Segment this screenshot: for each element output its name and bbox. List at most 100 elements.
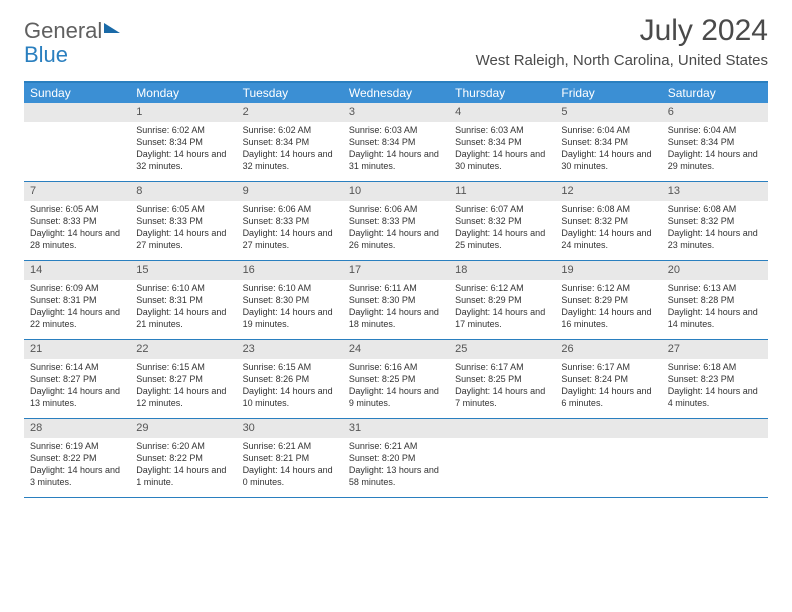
sunrise-line: Sunrise: 6:04 AM	[668, 124, 762, 136]
sunset-line: Sunset: 8:33 PM	[136, 215, 230, 227]
sunrise-line: Sunrise: 6:21 AM	[349, 440, 443, 452]
logo-triangle-icon	[104, 23, 120, 33]
day-number	[662, 419, 768, 438]
sunrise-line: Sunrise: 6:21 AM	[243, 440, 337, 452]
day-number: 7	[24, 182, 130, 201]
day-cell	[555, 419, 661, 497]
week-row: 1Sunrise: 6:02 AMSunset: 8:34 PMDaylight…	[24, 103, 768, 182]
daylight-line: Daylight: 14 hours and 21 minutes.	[136, 306, 230, 330]
day-body: Sunrise: 6:03 AMSunset: 8:34 PMDaylight:…	[343, 122, 449, 177]
sunset-line: Sunset: 8:33 PM	[243, 215, 337, 227]
daylight-line: Daylight: 14 hours and 24 minutes.	[561, 227, 655, 251]
day-body: Sunrise: 6:09 AMSunset: 8:31 PMDaylight:…	[24, 280, 130, 335]
sunrise-line: Sunrise: 6:16 AM	[349, 361, 443, 373]
day-cell: 25Sunrise: 6:17 AMSunset: 8:25 PMDayligh…	[449, 340, 555, 418]
sunrise-line: Sunrise: 6:05 AM	[30, 203, 124, 215]
sunset-line: Sunset: 8:23 PM	[668, 373, 762, 385]
sunrise-line: Sunrise: 6:08 AM	[561, 203, 655, 215]
day-number: 3	[343, 103, 449, 122]
sunrise-line: Sunrise: 6:10 AM	[136, 282, 230, 294]
sunset-line: Sunset: 8:25 PM	[349, 373, 443, 385]
day-number: 2	[237, 103, 343, 122]
day-number: 22	[130, 340, 236, 359]
day-body: Sunrise: 6:13 AMSunset: 8:28 PMDaylight:…	[662, 280, 768, 335]
day-cell	[449, 419, 555, 497]
day-cell: 24Sunrise: 6:16 AMSunset: 8:25 PMDayligh…	[343, 340, 449, 418]
day-number: 20	[662, 261, 768, 280]
sunrise-line: Sunrise: 6:02 AM	[136, 124, 230, 136]
day-body: Sunrise: 6:17 AMSunset: 8:24 PMDaylight:…	[555, 359, 661, 414]
sunrise-line: Sunrise: 6:07 AM	[455, 203, 549, 215]
day-cell: 6Sunrise: 6:04 AMSunset: 8:34 PMDaylight…	[662, 103, 768, 181]
weekday-header-row: SundayMondayTuesdayWednesdayThursdayFrid…	[24, 83, 768, 103]
day-number	[555, 419, 661, 438]
day-body: Sunrise: 6:12 AMSunset: 8:29 PMDaylight:…	[555, 280, 661, 335]
day-body: Sunrise: 6:14 AMSunset: 8:27 PMDaylight:…	[24, 359, 130, 414]
sunset-line: Sunset: 8:32 PM	[455, 215, 549, 227]
day-body: Sunrise: 6:15 AMSunset: 8:26 PMDaylight:…	[237, 359, 343, 414]
sunset-line: Sunset: 8:27 PM	[30, 373, 124, 385]
day-cell: 1Sunrise: 6:02 AMSunset: 8:34 PMDaylight…	[130, 103, 236, 181]
day-cell: 28Sunrise: 6:19 AMSunset: 8:22 PMDayligh…	[24, 419, 130, 497]
day-number: 31	[343, 419, 449, 438]
daylight-line: Daylight: 14 hours and 31 minutes.	[349, 148, 443, 172]
day-body: Sunrise: 6:12 AMSunset: 8:29 PMDaylight:…	[449, 280, 555, 335]
sunset-line: Sunset: 8:34 PM	[349, 136, 443, 148]
brand-part1: General	[24, 18, 102, 44]
sunset-line: Sunset: 8:30 PM	[349, 294, 443, 306]
sunset-line: Sunset: 8:34 PM	[136, 136, 230, 148]
day-body	[555, 438, 661, 496]
sunset-line: Sunset: 8:32 PM	[561, 215, 655, 227]
day-cell: 31Sunrise: 6:21 AMSunset: 8:20 PMDayligh…	[343, 419, 449, 497]
sunset-line: Sunset: 8:26 PM	[243, 373, 337, 385]
sunrise-line: Sunrise: 6:12 AM	[561, 282, 655, 294]
sunrise-line: Sunrise: 6:06 AM	[243, 203, 337, 215]
daylight-line: Daylight: 14 hours and 26 minutes.	[349, 227, 443, 251]
daylight-line: Daylight: 14 hours and 27 minutes.	[243, 227, 337, 251]
weekday-header-cell: Wednesday	[343, 83, 449, 103]
daylight-line: Daylight: 14 hours and 27 minutes.	[136, 227, 230, 251]
weekday-header-cell: Friday	[555, 83, 661, 103]
day-cell: 9Sunrise: 6:06 AMSunset: 8:33 PMDaylight…	[237, 182, 343, 260]
sunrise-line: Sunrise: 6:14 AM	[30, 361, 124, 373]
day-cell: 20Sunrise: 6:13 AMSunset: 8:28 PMDayligh…	[662, 261, 768, 339]
day-body	[662, 438, 768, 496]
day-number: 25	[449, 340, 555, 359]
sunset-line: Sunset: 8:29 PM	[561, 294, 655, 306]
daylight-line: Daylight: 14 hours and 18 minutes.	[349, 306, 443, 330]
day-body: Sunrise: 6:11 AMSunset: 8:30 PMDaylight:…	[343, 280, 449, 335]
sunset-line: Sunset: 8:33 PM	[30, 215, 124, 227]
weekday-header-cell: Saturday	[662, 83, 768, 103]
daylight-line: Daylight: 14 hours and 32 minutes.	[243, 148, 337, 172]
day-body: Sunrise: 6:06 AMSunset: 8:33 PMDaylight:…	[237, 201, 343, 256]
day-number: 23	[237, 340, 343, 359]
sunset-line: Sunset: 8:34 PM	[455, 136, 549, 148]
day-number: 12	[555, 182, 661, 201]
brand-part2: Blue	[24, 42, 68, 68]
daylight-line: Daylight: 14 hours and 25 minutes.	[455, 227, 549, 251]
weekday-header-cell: Sunday	[24, 83, 130, 103]
day-number: 19	[555, 261, 661, 280]
day-body: Sunrise: 6:04 AMSunset: 8:34 PMDaylight:…	[662, 122, 768, 177]
sunset-line: Sunset: 8:33 PM	[349, 215, 443, 227]
daylight-line: Daylight: 14 hours and 22 minutes.	[30, 306, 124, 330]
sunset-line: Sunset: 8:22 PM	[30, 452, 124, 464]
daylight-line: Daylight: 13 hours and 58 minutes.	[349, 464, 443, 488]
day-cell: 23Sunrise: 6:15 AMSunset: 8:26 PMDayligh…	[237, 340, 343, 418]
day-number: 6	[662, 103, 768, 122]
daylight-line: Daylight: 14 hours and 10 minutes.	[243, 385, 337, 409]
daylight-line: Daylight: 14 hours and 17 minutes.	[455, 306, 549, 330]
weeks-container: 1Sunrise: 6:02 AMSunset: 8:34 PMDaylight…	[24, 103, 768, 498]
day-body: Sunrise: 6:15 AMSunset: 8:27 PMDaylight:…	[130, 359, 236, 414]
sunrise-line: Sunrise: 6:11 AM	[349, 282, 443, 294]
sunrise-line: Sunrise: 6:06 AM	[349, 203, 443, 215]
day-number: 8	[130, 182, 236, 201]
day-number: 9	[237, 182, 343, 201]
day-cell: 26Sunrise: 6:17 AMSunset: 8:24 PMDayligh…	[555, 340, 661, 418]
day-cell: 22Sunrise: 6:15 AMSunset: 8:27 PMDayligh…	[130, 340, 236, 418]
day-number	[24, 103, 130, 122]
sunset-line: Sunset: 8:30 PM	[243, 294, 337, 306]
day-body: Sunrise: 6:07 AMSunset: 8:32 PMDaylight:…	[449, 201, 555, 256]
sunrise-line: Sunrise: 6:12 AM	[455, 282, 549, 294]
day-number: 11	[449, 182, 555, 201]
